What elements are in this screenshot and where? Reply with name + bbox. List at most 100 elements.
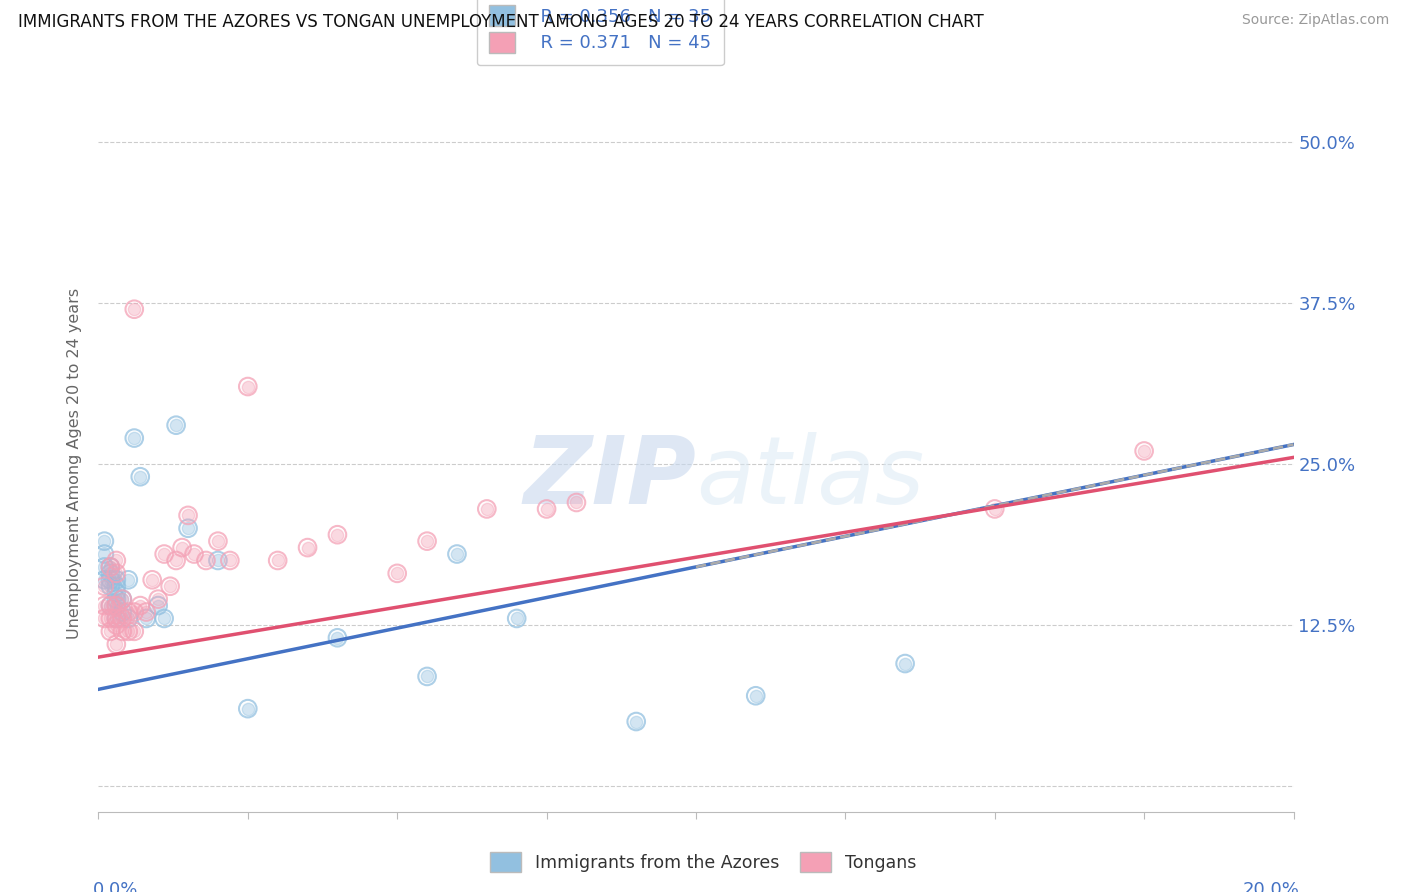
Point	[207, 534, 229, 549]
Point	[105, 611, 128, 625]
Point	[135, 605, 157, 619]
Point	[416, 534, 439, 549]
Point	[124, 302, 146, 317]
Point	[105, 592, 128, 607]
Point	[117, 605, 139, 619]
Legend: Immigrants from the Azores, Tongans: Immigrants from the Azores, Tongans	[482, 845, 924, 879]
Point	[326, 527, 349, 541]
Point	[111, 611, 134, 625]
Point	[111, 592, 134, 607]
Point	[105, 585, 128, 599]
Point	[124, 302, 146, 317]
Point	[745, 689, 768, 703]
Point	[100, 560, 122, 574]
Legend:   R = 0.356   N = 35,   R = 0.371   N = 45: R = 0.356 N = 35, R = 0.371 N = 45	[477, 0, 724, 65]
Point	[236, 701, 259, 715]
Point	[93, 547, 115, 561]
Point	[129, 469, 152, 483]
Point	[93, 534, 115, 549]
Point	[148, 599, 170, 613]
Point	[177, 521, 200, 535]
Point	[153, 547, 176, 561]
Point	[105, 611, 128, 625]
Point	[111, 611, 134, 625]
Point	[93, 599, 115, 613]
Point	[93, 547, 115, 561]
Point	[93, 560, 115, 574]
Point	[159, 579, 181, 593]
Point	[135, 611, 157, 625]
Point	[124, 624, 146, 639]
Point	[93, 611, 115, 625]
Point	[105, 579, 128, 593]
Point	[626, 714, 648, 729]
Y-axis label: Unemployment Among Ages 20 to 24 years: Unemployment Among Ages 20 to 24 years	[67, 288, 83, 640]
Point	[416, 669, 439, 683]
Point	[475, 502, 498, 516]
Point	[153, 611, 176, 625]
Text: 0.0%: 0.0%	[93, 881, 138, 892]
Point	[172, 541, 194, 555]
Point	[105, 573, 128, 587]
Point	[129, 599, 152, 613]
Point	[626, 714, 648, 729]
Point	[177, 508, 200, 523]
Point	[207, 553, 229, 567]
Point	[177, 508, 200, 523]
Point	[100, 579, 122, 593]
Point	[111, 624, 134, 639]
Point	[207, 553, 229, 567]
Point	[100, 599, 122, 613]
Point	[1133, 444, 1156, 458]
Point	[105, 599, 128, 613]
Point	[124, 431, 146, 445]
Point	[100, 579, 122, 593]
Point	[105, 611, 128, 625]
Point	[536, 502, 558, 516]
Point	[105, 579, 128, 593]
Point	[100, 611, 122, 625]
Point	[416, 534, 439, 549]
Point	[100, 560, 122, 574]
Point	[105, 566, 128, 581]
Point	[105, 599, 128, 613]
Point	[385, 566, 409, 581]
Point	[111, 605, 134, 619]
Point	[93, 579, 115, 593]
Point	[236, 701, 259, 715]
Point	[326, 527, 349, 541]
Point	[93, 611, 115, 625]
Point	[148, 592, 170, 607]
Point	[105, 573, 128, 587]
Point	[894, 657, 917, 671]
Point	[117, 624, 139, 639]
Point	[105, 611, 128, 625]
Point	[177, 521, 200, 535]
Point	[141, 573, 163, 587]
Point	[93, 573, 115, 587]
Point	[1133, 444, 1156, 458]
Point	[326, 631, 349, 645]
Point	[100, 566, 122, 581]
Point	[148, 592, 170, 607]
Point	[105, 553, 128, 567]
Point	[267, 553, 290, 567]
Point	[105, 553, 128, 567]
Point	[105, 599, 128, 613]
Point	[129, 469, 152, 483]
Point	[165, 418, 187, 433]
Point	[100, 599, 122, 613]
Point	[195, 553, 218, 567]
Point	[100, 599, 122, 613]
Point	[105, 618, 128, 632]
Text: IMMIGRANTS FROM THE AZORES VS TONGAN UNEMPLOYMENT AMONG AGES 20 TO 24 YEARS CORR: IMMIGRANTS FROM THE AZORES VS TONGAN UNE…	[18, 13, 984, 31]
Point	[105, 637, 128, 651]
Point	[111, 592, 134, 607]
Point	[100, 599, 122, 613]
Text: 20.0%: 20.0%	[1243, 881, 1299, 892]
Point	[105, 637, 128, 651]
Point	[100, 624, 122, 639]
Point	[165, 418, 187, 433]
Point	[117, 611, 139, 625]
Point	[117, 573, 139, 587]
